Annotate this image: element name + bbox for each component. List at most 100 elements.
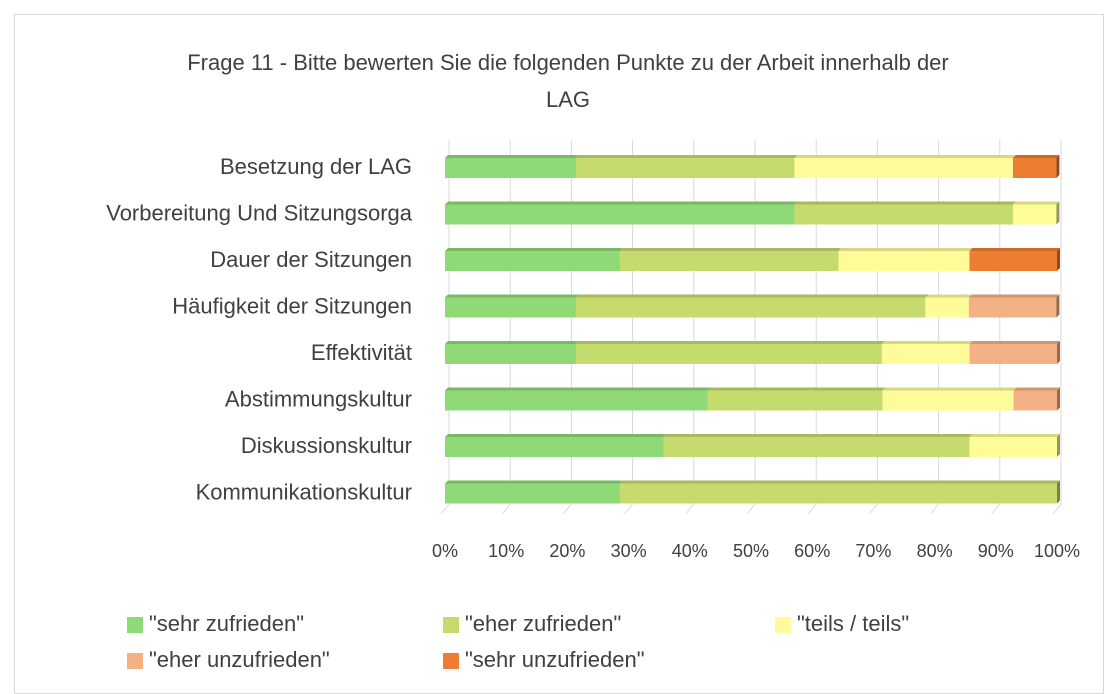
- bar-top: [707, 387, 886, 391]
- bar-top: [575, 155, 798, 158]
- x-tick-label: 70%: [855, 541, 891, 561]
- bar-top: [445, 155, 579, 158]
- bar-top: [838, 248, 973, 251]
- x-tick-label: 90%: [978, 541, 1014, 561]
- bar-top: [575, 341, 885, 344]
- chart-title: Frage 11 - Bitte bewerten Sie die folgen…: [187, 50, 949, 112]
- bar: [445, 204, 795, 225]
- bar-top: [968, 294, 1060, 298]
- grid-line-foot: [746, 503, 756, 515]
- bar-top: [445, 248, 624, 251]
- grid-line-foot: [930, 503, 939, 515]
- bar: [881, 344, 970, 364]
- bar: [969, 344, 1057, 364]
- bar-top: [445, 294, 579, 298]
- legend-label: "eher unzufrieden": [149, 647, 330, 672]
- bar-top: [620, 248, 842, 251]
- bar: [445, 158, 576, 178]
- bar: [882, 390, 1014, 411]
- bar-top: [925, 294, 972, 298]
- bar-top: [1013, 387, 1060, 391]
- y-tick-label: Besetzung der LAG: [220, 154, 412, 179]
- x-tick-label: 60%: [794, 541, 830, 561]
- bar: [925, 297, 969, 318]
- y-tick-label: Dauer der Sitzungen: [210, 247, 412, 272]
- bar-top: [1012, 155, 1060, 158]
- bar-top: [445, 434, 667, 437]
- legend-label: "sehr unzufrieden": [465, 647, 645, 672]
- bar: [445, 483, 621, 504]
- bar: [445, 437, 664, 457]
- grid-line-foot: [501, 503, 511, 515]
- x-tick-label: 40%: [672, 541, 708, 561]
- bar-side: [1057, 387, 1060, 411]
- bar-side: [1057, 248, 1060, 271]
- bar: [794, 204, 1013, 225]
- bar: [445, 390, 708, 411]
- bar-top: [969, 248, 1060, 251]
- x-tick-label: 0%: [432, 541, 458, 561]
- bar: [575, 158, 795, 178]
- bar-side: [1057, 434, 1060, 457]
- bar-side: [1057, 341, 1060, 364]
- bar: [575, 344, 882, 364]
- bar: [1012, 204, 1057, 225]
- y-tick-label: Kommunikationskultur: [196, 479, 412, 504]
- bar-top: [445, 480, 624, 484]
- bar-top: [620, 480, 1060, 484]
- bar-top: [794, 201, 1016, 205]
- bar: [575, 297, 926, 318]
- bar: [794, 158, 1013, 178]
- y-tick-label: Effektivität: [311, 340, 412, 365]
- x-tick-label: 10%: [488, 541, 524, 561]
- legend-swatch: [127, 617, 143, 633]
- legend-swatch: [127, 653, 143, 669]
- bar-top: [445, 341, 579, 344]
- legend-label: "eher zufrieden": [465, 611, 621, 636]
- grid-line-foot: [685, 503, 695, 515]
- y-tick-label: Vorbereitung Und Sitzungsorga: [106, 200, 413, 225]
- bar-top: [445, 387, 711, 391]
- x-tick-label: 20%: [549, 541, 585, 561]
- bar-side: [1056, 155, 1060, 178]
- bar-top: [969, 341, 1060, 344]
- y-tick-label: Diskussionskultur: [241, 433, 412, 458]
- legend-swatch: [775, 617, 791, 633]
- bar: [969, 251, 1057, 271]
- bar: [838, 251, 970, 271]
- grid-line-foot: [1052, 503, 1062, 515]
- bar-top: [969, 434, 1060, 437]
- bar-top: [794, 155, 1016, 158]
- legend-label: "sehr zufrieden": [149, 611, 304, 636]
- grid-line-foot: [869, 503, 878, 515]
- legend-swatch: [443, 653, 459, 669]
- bar: [620, 483, 1057, 504]
- x-tick-label: 100%: [1034, 541, 1080, 561]
- x-tick-label: 80%: [917, 541, 953, 561]
- grid-line-foot: [807, 503, 817, 515]
- grid-line-foot: [624, 503, 633, 515]
- y-tick-label: Abstimmungskultur: [225, 386, 412, 411]
- grid-line-foot: [991, 503, 1001, 515]
- bar-side: [1056, 294, 1060, 318]
- bar: [445, 251, 621, 271]
- bar-top: [663, 434, 973, 437]
- y-tick-label: Häufigkeit der Sitzungen: [172, 293, 412, 318]
- bar: [663, 437, 970, 457]
- bar-top: [575, 294, 929, 298]
- bar: [620, 251, 839, 271]
- bar: [969, 437, 1057, 457]
- legend-label: "teils / teils": [797, 611, 909, 636]
- bar-top: [445, 201, 798, 205]
- bar-side: [1056, 201, 1060, 225]
- grid-line-foot: [563, 503, 572, 515]
- bar-top: [1012, 201, 1060, 205]
- legend-swatch: [443, 617, 459, 633]
- bar: [445, 344, 576, 364]
- x-tick-label: 50%: [733, 541, 769, 561]
- bar: [1012, 158, 1057, 178]
- bar: [445, 297, 576, 318]
- grid-line-foot: [440, 503, 450, 515]
